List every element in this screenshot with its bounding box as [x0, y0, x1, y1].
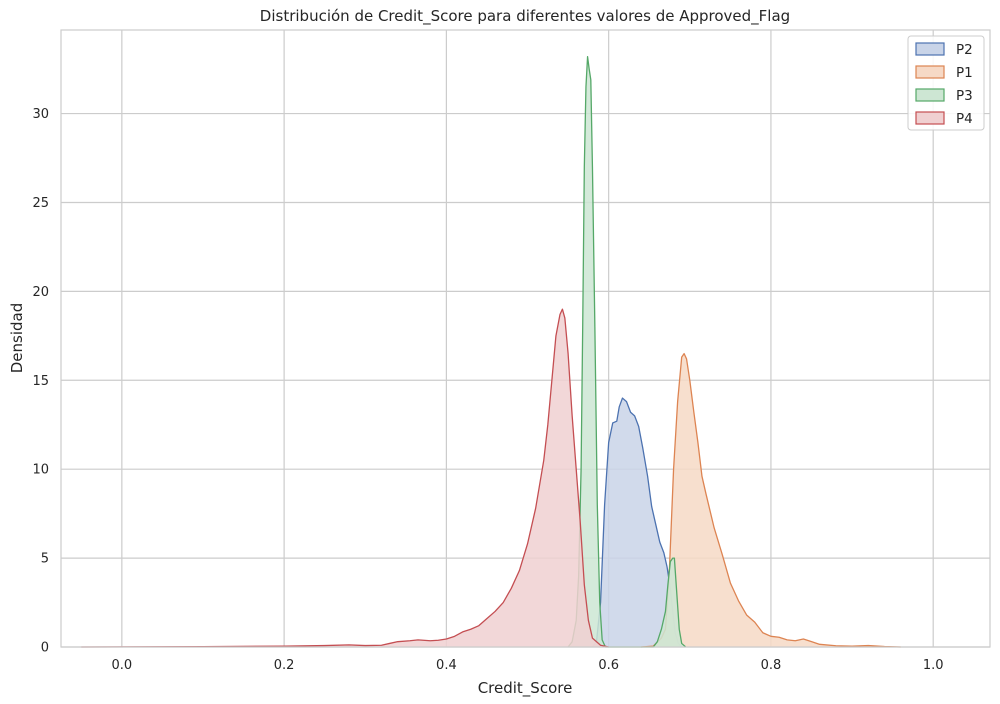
grid — [61, 30, 990, 648]
x-tick-label: 0.0 — [112, 658, 133, 673]
series-line-p4 — [81, 308, 609, 648]
x-tick-label: 0.6 — [598, 658, 619, 673]
y-tick-label: 5 — [41, 552, 49, 567]
chart-title: Distribución de Credit_Score para difere… — [260, 7, 790, 26]
x-tick-label: 1.0 — [923, 658, 944, 673]
legend-swatch-p3 — [915, 88, 945, 102]
x-tick-label: 0.4 — [436, 658, 457, 673]
legend-label-p3: P3 — [956, 88, 973, 104]
legend-box — [907, 35, 985, 131]
series-layer — [81, 56, 901, 648]
plot-frame — [60, 29, 991, 648]
legend-label-p2: P2 — [956, 42, 973, 58]
y-tick-label: 30 — [32, 107, 49, 122]
x-tick-label: 0.8 — [761, 658, 782, 673]
y-tick-label: 25 — [32, 196, 49, 211]
legend-swatch-p2 — [915, 42, 945, 56]
legend-swatch-p1 — [915, 65, 945, 79]
y-tick-label: 0 — [41, 641, 49, 656]
legend: P2 P1 P3 P4 — [907, 35, 985, 131]
y-tick-label: 10 — [32, 463, 49, 478]
series-line-p1 — [641, 352, 901, 648]
series-area-p2 — [592, 398, 682, 647]
y-tick-label: 15 — [32, 374, 49, 389]
legend-swatch-p4 — [915, 111, 945, 125]
x-axis-title: Credit_Score — [478, 679, 573, 698]
y-tick-label: 20 — [32, 285, 49, 300]
legend-label-p4: P4 — [956, 111, 973, 127]
y-axis-title: Densidad — [8, 303, 26, 374]
tick-labels: 0.0 0.2 0.4 0.6 0.8 1.0 0 5 10 15 20 25 30 — [32, 107, 943, 673]
x-tick-label: 0.2 — [274, 658, 295, 673]
legend-label-p1: P1 — [956, 65, 973, 81]
series-area-p1 — [641, 353, 901, 647]
series-line-p3 — [567, 56, 687, 648]
